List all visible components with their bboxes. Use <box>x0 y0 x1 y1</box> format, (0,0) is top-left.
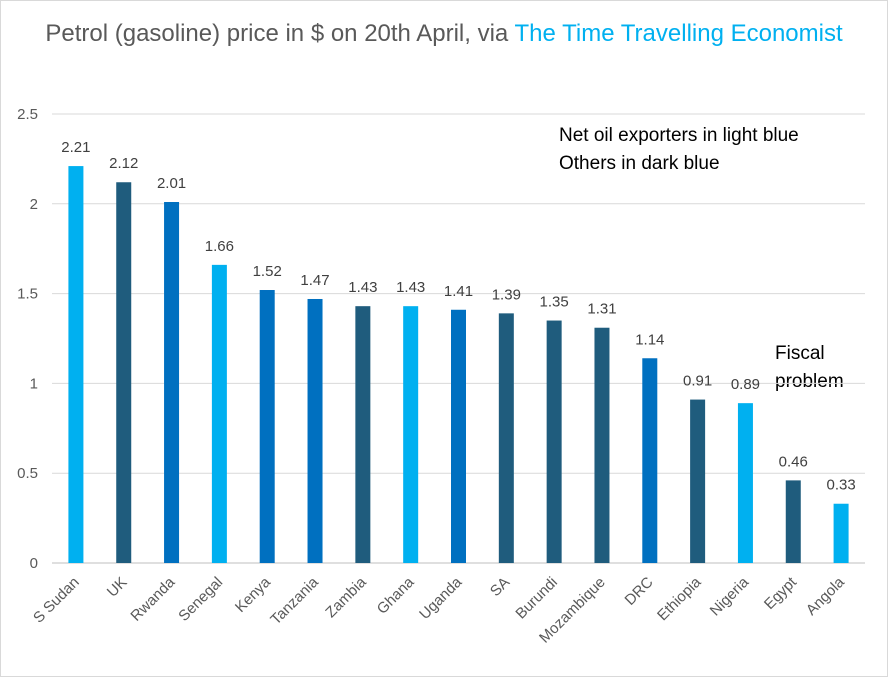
data-label: 1.41 <box>444 283 473 300</box>
bar <box>785 480 801 563</box>
x-tick-label: Egypt <box>761 573 801 613</box>
data-label: 1.39 <box>492 286 521 303</box>
data-label: 1.14 <box>635 331 664 348</box>
chart-title: Petrol (gasoline) price in $ on 20th Apr… <box>40 18 848 50</box>
x-tick-label: Kenya <box>232 573 275 616</box>
x-tick-label: DRC <box>622 574 657 609</box>
y-tick-label: 1.5 <box>17 286 38 303</box>
x-tick-label: Nigeria <box>707 573 753 619</box>
x-tick-label: S Sudan <box>30 574 83 627</box>
y-tick-label: 0.5 <box>17 465 38 482</box>
bar <box>355 306 371 563</box>
y-tick-label: 2 <box>30 196 38 213</box>
data-label: 1.35 <box>540 294 569 311</box>
x-tick-label: SA <box>487 574 513 600</box>
data-label: 0.91 <box>683 373 712 390</box>
bar <box>307 298 323 563</box>
bar <box>833 503 849 563</box>
bar <box>164 202 180 563</box>
bar <box>403 306 419 563</box>
x-tick-label: UK <box>104 574 131 601</box>
legend-note-line-light: Net oil exporters in light blue <box>559 125 799 146</box>
bar <box>259 290 275 563</box>
data-label: 1.66 <box>205 238 234 255</box>
x-tick-label: Uganda <box>416 573 466 623</box>
bar <box>498 313 514 563</box>
data-label: 0.46 <box>779 453 808 470</box>
data-label: 0.33 <box>826 477 855 494</box>
legend-note-line-dark: Others in dark blue <box>559 153 720 174</box>
data-label: 1.31 <box>587 301 616 318</box>
bar <box>690 399 706 563</box>
bar <box>642 358 658 563</box>
data-label: 1.47 <box>300 272 329 289</box>
y-tick-label: 1 <box>30 375 38 392</box>
data-label: 1.52 <box>253 263 282 280</box>
bar <box>116 182 132 564</box>
data-label: 0.89 <box>731 376 760 393</box>
x-tick-label: Ethiopia <box>654 573 705 624</box>
y-tick-label: 0 <box>30 555 38 572</box>
x-tick-label: Angola <box>803 573 849 619</box>
x-tick-label: Rwanda <box>127 573 178 624</box>
data-label: 1.43 <box>396 279 425 296</box>
fiscal-annotation: Fiscal problem <box>775 343 844 392</box>
chart-title-accent: The Time Travelling Economist <box>514 20 843 47</box>
bar <box>546 320 562 563</box>
x-tick-label: Senegal <box>175 574 226 625</box>
y-tick-label: 2.5 <box>17 106 38 123</box>
legend-note: Net oil exporters in light blue Others i… <box>559 122 799 178</box>
bar <box>451 309 466 563</box>
x-tick-label: Tanzania <box>267 573 322 628</box>
bar <box>594 327 610 563</box>
x-tick-label: Burundi <box>512 574 561 623</box>
bar <box>211 264 227 563</box>
data-label: 2.01 <box>157 175 186 192</box>
data-label: 2.12 <box>109 155 138 172</box>
chart-title-main: Petrol (gasoline) price in $ on 20th Apr… <box>45 20 515 47</box>
data-label: 2.21 <box>61 139 90 156</box>
data-label: 1.43 <box>348 279 377 296</box>
x-tick-label: Zambia <box>322 573 370 621</box>
bar <box>737 403 753 563</box>
x-tick-label: Ghana <box>374 573 418 617</box>
bar <box>68 166 84 564</box>
